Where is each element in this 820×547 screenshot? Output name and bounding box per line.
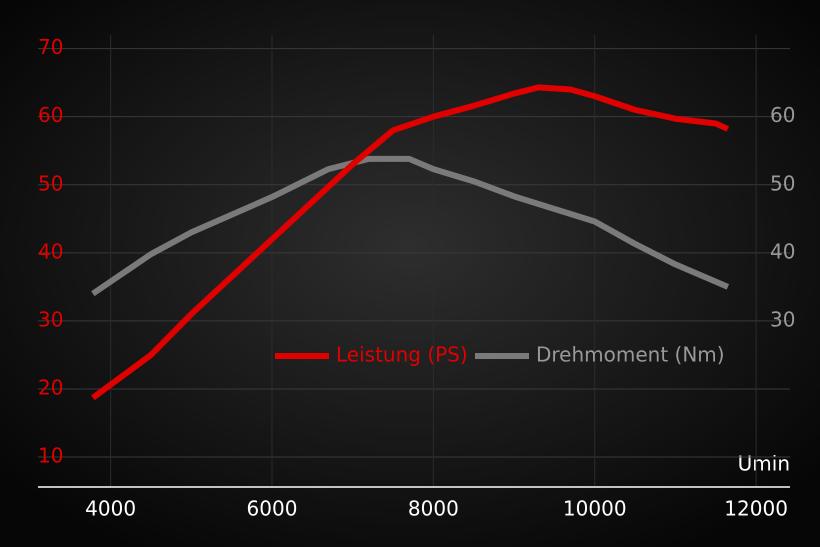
series-line	[91, 84, 730, 401]
x-tick-label: 10000	[563, 497, 627, 521]
legend-label: Leistung (PS)	[336, 343, 468, 367]
y2-tick-label: 30	[770, 307, 795, 331]
x-tick-label: 6000	[247, 497, 298, 521]
y-tick-label: 30	[38, 307, 63, 331]
y2-tick-label: 60	[770, 103, 795, 127]
series-line	[91, 155, 730, 297]
y-tick-label: 10	[38, 444, 63, 468]
y-tick-label: 50	[38, 171, 63, 195]
legend-label: Drehmoment (Nm)	[536, 343, 725, 367]
x-tick-label: 12000	[724, 497, 788, 521]
x-axis-label: Umin	[738, 452, 790, 476]
y-tick-label: 20	[38, 375, 63, 399]
y2-tick-label: 40	[770, 239, 795, 263]
y2-tick-label: 50	[770, 171, 795, 195]
x-tick-label: 4000	[85, 497, 136, 521]
y-tick-label: 70	[38, 35, 63, 59]
y-tick-label: 60	[38, 103, 63, 127]
y-tick-label: 40	[38, 239, 63, 263]
x-tick-label: 8000	[408, 497, 459, 521]
legend-item: Drehmoment (Nm)	[475, 343, 725, 367]
legend-item: Leistung (PS)	[275, 343, 468, 367]
